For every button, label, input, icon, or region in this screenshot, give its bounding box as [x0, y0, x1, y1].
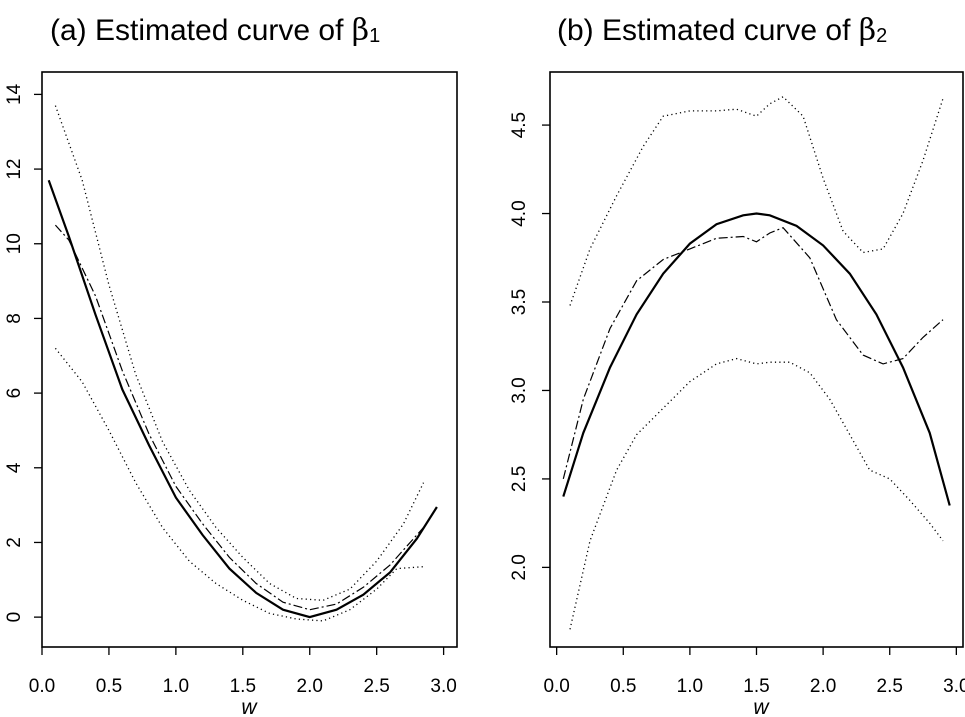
- x-tick-label: 1.0: [163, 676, 189, 697]
- panel-a-plot-frame: [41, 71, 458, 648]
- y-tick-label: 4.5: [509, 112, 530, 138]
- x-tick-label: 2.0: [810, 676, 836, 697]
- x-tick-label: 1.5: [743, 676, 769, 697]
- x-tick-label: 3.0: [430, 676, 456, 697]
- y-tick-label: 10: [4, 233, 25, 254]
- confidence-band-line: [54, 347, 424, 622]
- x-tick-label: 2.5: [877, 676, 903, 697]
- y-tick-label: 3.5: [509, 289, 530, 315]
- y-tick-label: 2.0: [509, 554, 530, 580]
- true-curve-line: [562, 226, 944, 480]
- panel-b: (b) Estimated curve of β2 0.0 0.5 1.0 1.5 2.…: [509, 13, 965, 717]
- y-tick-label: 14: [4, 83, 25, 105]
- y-tick-label: 4.0: [509, 200, 530, 226]
- x-tick-label: 1.5: [230, 676, 256, 697]
- confidence-band-line: [54, 105, 425, 601]
- x-tick-label: 2.0: [297, 676, 323, 697]
- title-subscript: 2: [876, 25, 887, 47]
- x-tick-label: 0.5: [610, 676, 636, 697]
- panel-b-series: [562, 96, 951, 630]
- x-tick-label: 1.0: [677, 676, 703, 697]
- panel-b-x-axis: 0.0 0.5 1.0 1.5 2.0 2.5 3.0: [543, 647, 965, 697]
- panel-b-x-label: w: [753, 696, 770, 717]
- panel-a: (a) Estimated curve of β1 0.0 0.5 1.0 1.5 2.…: [4, 13, 458, 717]
- y-tick-label: 12: [4, 159, 25, 180]
- x-tick-label: 2.5: [363, 676, 389, 697]
- y-tick-label: 4: [4, 462, 25, 473]
- x-tick-label: 3.0: [943, 676, 965, 697]
- beta-symbol: β: [352, 13, 369, 48]
- panel-a-series: [47, 105, 438, 622]
- panel-a-x-label: w: [241, 696, 258, 717]
- y-tick-label: 3.0: [509, 377, 530, 403]
- estimate-line: [47, 179, 438, 619]
- panel-a-y-axis: 0 2 4 6 8 10 12 14: [4, 83, 42, 622]
- y-tick-label: 2: [4, 537, 25, 548]
- panel-a-title: (a) Estimated curve of β1: [50, 13, 380, 48]
- x-tick-label: 0.0: [29, 676, 55, 697]
- title-subscript: 1: [369, 25, 380, 47]
- true-curve-line: [54, 224, 424, 611]
- x-tick-label: 0.0: [543, 676, 569, 697]
- panel-b-y-axis: 2.0 2.5 3.0 3.5 4.0 4.5: [509, 112, 550, 581]
- confidence-band-line: [569, 357, 944, 630]
- confidence-band-line: [569, 96, 944, 306]
- panel-a-x-axis: 0.0 0.5 1.0 1.5 2.0 2.5 3.0: [29, 647, 457, 697]
- beta-symbol: β: [859, 13, 876, 48]
- panel-b-title: (b) Estimated curve of β2: [557, 13, 887, 48]
- x-tick-label: 0.5: [96, 676, 122, 697]
- y-tick-label: 6: [4, 388, 25, 399]
- y-tick-label: 8: [4, 313, 25, 324]
- estimate-line: [562, 212, 951, 506]
- y-tick-label: 2.5: [509, 466, 530, 492]
- y-tick-label: 0: [4, 612, 25, 623]
